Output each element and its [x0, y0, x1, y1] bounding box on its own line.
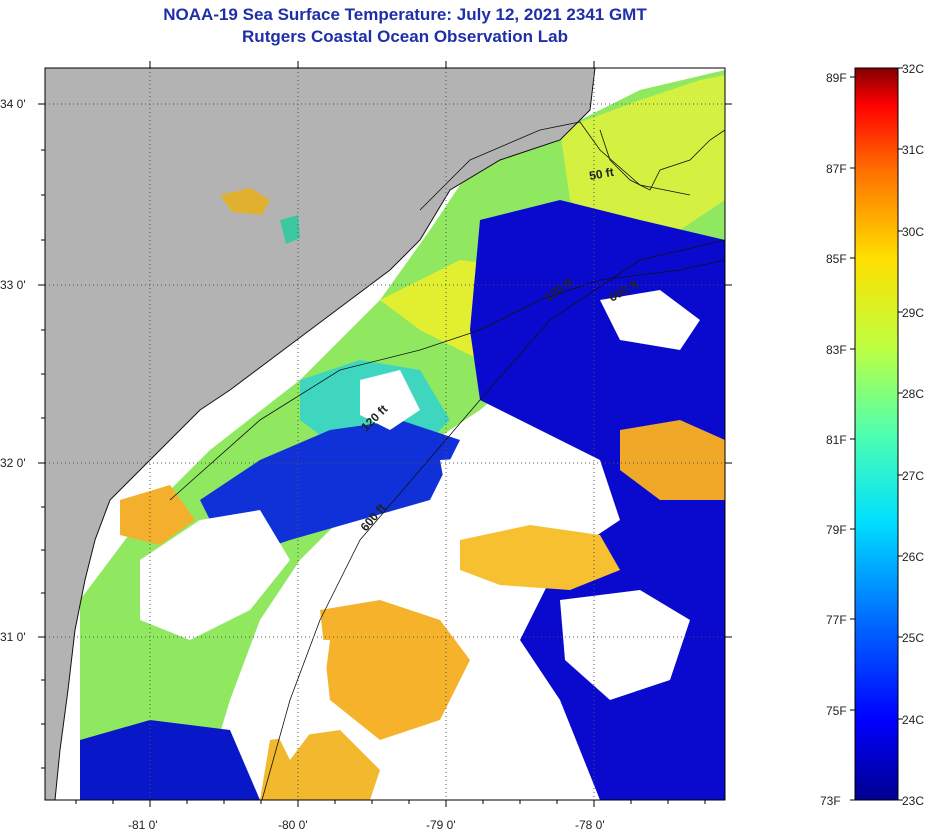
- lake-moultrie: [280, 215, 300, 244]
- lat-label-31: 31 0': [0, 630, 26, 644]
- lon-label-80: -80 0': [278, 818, 308, 832]
- cb-c-29: 29C: [902, 306, 924, 320]
- cb-f-81: 81F: [826, 433, 847, 447]
- lat-ticks: [38, 103, 732, 769]
- cb-f-89: 89F: [826, 71, 847, 85]
- cb-f-85: 85F: [826, 252, 847, 266]
- lat-label-34: 34 0': [0, 97, 26, 111]
- sst-orange-patch-5: [120, 485, 195, 545]
- isobath-120ft: [169, 259, 725, 501]
- lon-label-79: -79 0': [426, 818, 456, 832]
- isobath-50ft: [419, 121, 691, 211]
- cb-c-28: 28C: [902, 387, 924, 401]
- cb-c-23: 23C: [902, 794, 924, 808]
- sst-blue-south: [80, 720, 260, 800]
- cb-c-30: 30C: [902, 225, 924, 239]
- lat-label-33: 33 0': [0, 278, 26, 292]
- coastal-river-outline: [599, 129, 725, 191]
- cb-f-73: 73F: [820, 794, 841, 808]
- cb-f-87: 87F: [826, 162, 847, 176]
- lon-ticks: [75, 61, 706, 807]
- map-subtitle: Rutgers Coastal Ocean Observation Lab: [242, 27, 568, 46]
- graticule: [45, 68, 725, 800]
- cb-c-32: 32C: [902, 62, 924, 76]
- lat-label-32: 32 0': [0, 456, 26, 470]
- lon-label-78: -78 0': [575, 818, 605, 832]
- map-field: [45, 68, 725, 800]
- lake-marion: [220, 188, 270, 215]
- sst-orange-patch-2: [460, 525, 620, 590]
- cb-f-77: 77F: [826, 613, 847, 627]
- cb-c-27: 27C: [902, 469, 924, 483]
- sst-orange-patch-1: [320, 600, 470, 740]
- isobath-label-50ft: 50 ft: [588, 165, 615, 183]
- sst-yellow-patch-north: [560, 75, 725, 250]
- cb-f-83: 83F: [826, 343, 847, 357]
- cloud-gap-2: [270, 640, 330, 760]
- cb-c-24: 24C: [902, 713, 924, 727]
- map-title: NOAA-19 Sea Surface Temperature: July 12…: [163, 5, 647, 24]
- cloud-gap-4: [360, 370, 420, 430]
- map-frame: [44, 67, 726, 801]
- coastline: [54, 68, 596, 800]
- sst-orange-patch-3: [620, 420, 725, 500]
- cb-f-79: 79F: [826, 523, 847, 537]
- cb-f-75: 75F: [826, 704, 847, 718]
- cloud-gap-1: [140, 510, 290, 640]
- cb-c-26: 26C: [902, 550, 924, 564]
- lon-label-81: -81 0': [128, 818, 158, 832]
- colorbar: [854, 67, 899, 801]
- land-mass: [45, 68, 595, 800]
- isobath-600ft: [261, 239, 725, 800]
- cb-c-25: 25C: [902, 631, 924, 645]
- cloud-gap-3: [560, 590, 690, 700]
- cb-c-31: 31C: [902, 143, 924, 157]
- colorbar-ticks: [850, 67, 903, 801]
- cloud-gap-6: [440, 455, 560, 520]
- cloud-gap-5: [600, 290, 700, 350]
